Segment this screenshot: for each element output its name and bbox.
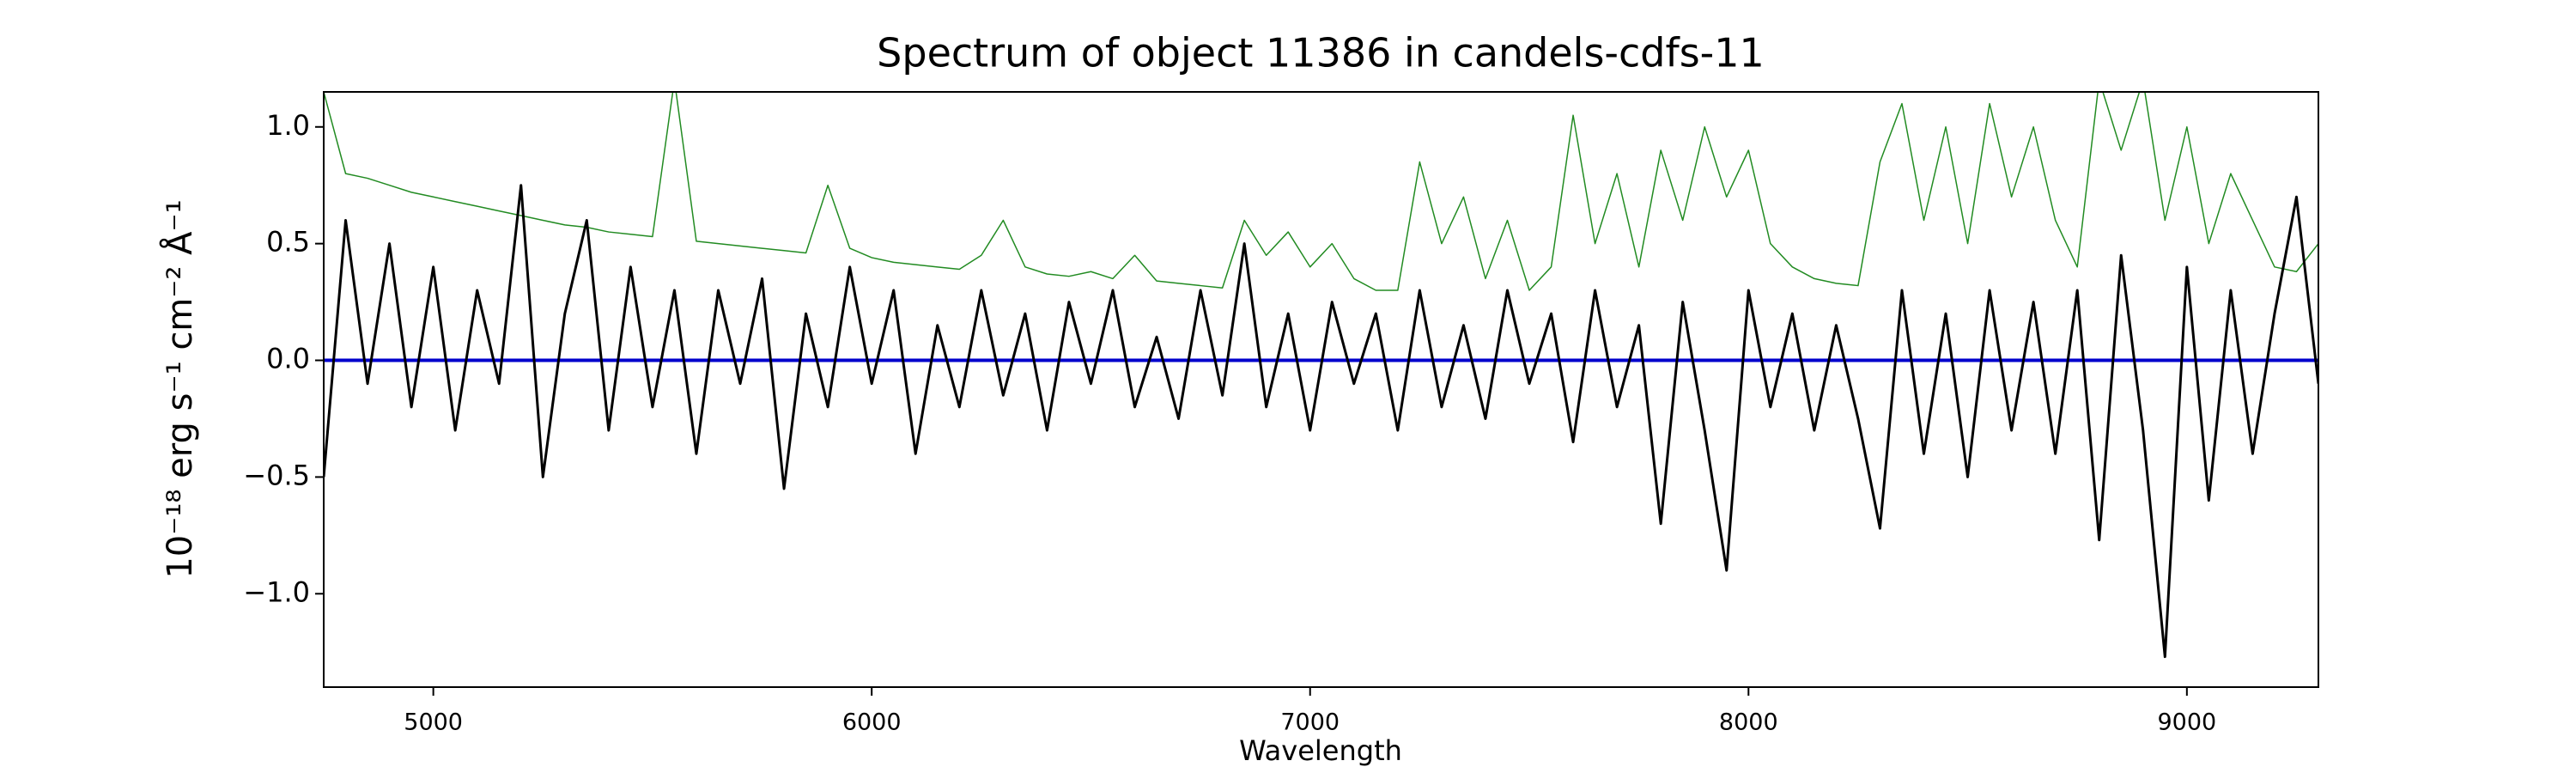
plot-area bbox=[324, 92, 2318, 659]
y-tick-label: 0.0 bbox=[266, 343, 310, 375]
y-tick-label: 1.0 bbox=[266, 109, 310, 142]
plot-frame bbox=[323, 91, 2319, 688]
chart-title: Spectrum of object 11386 in candels-cdfs… bbox=[877, 30, 1765, 76]
y-tick-label: −0.5 bbox=[243, 459, 310, 491]
series-line bbox=[324, 92, 2318, 291]
x-tick-label: 8000 bbox=[1719, 709, 1778, 736]
series-line bbox=[324, 184, 2318, 659]
x-tick-label: 7000 bbox=[1280, 709, 1340, 736]
y-axis-label: 10⁻¹⁸ erg s⁻¹ cm⁻² Å⁻¹ bbox=[159, 199, 200, 578]
y-tick-label: −1.0 bbox=[243, 575, 310, 608]
x-tick-label: 6000 bbox=[842, 709, 902, 736]
x-axis-label: Wavelength bbox=[1239, 734, 1402, 767]
x-tick-label: 9000 bbox=[2157, 709, 2216, 736]
x-tick-label: 5000 bbox=[404, 709, 463, 736]
y-tick-label: 0.5 bbox=[266, 226, 310, 259]
